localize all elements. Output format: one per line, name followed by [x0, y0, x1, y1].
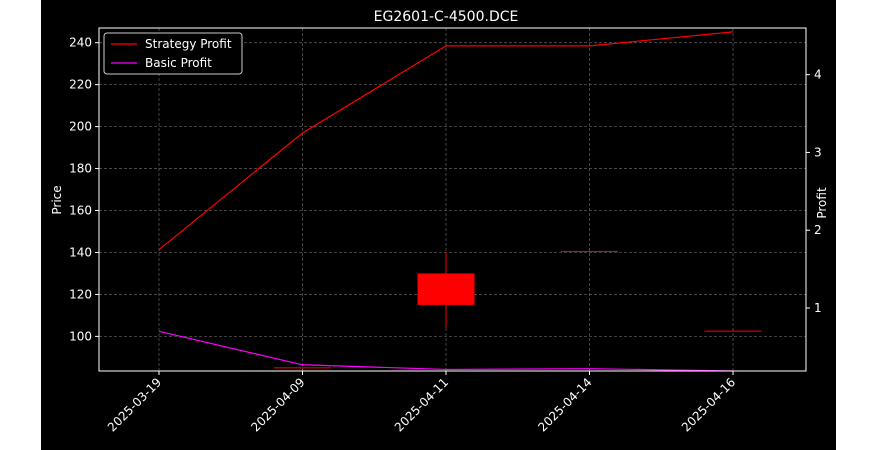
legend-label-basic-profit: Basic Profit: [145, 56, 212, 70]
y-left-tick-label: 220: [69, 78, 92, 92]
y-axis-label-left: Price: [50, 185, 64, 214]
y-right-tick-label: 1: [814, 301, 822, 315]
chart-title: EG2601-C-4500.DCE: [374, 9, 519, 25]
series-line-strategy-profit: [158, 31, 734, 251]
x-tick-label: 2025-04-09: [248, 375, 307, 434]
series-line-basic-profit: [158, 330, 734, 372]
y-right-tick-label: 4: [814, 68, 822, 82]
candle-body: [417, 273, 475, 305]
chart-svg: 2025-03-19 2025-04-09 2025-04-11 2025-04-14…: [50, 9, 829, 435]
y-left-tick-label: 120: [69, 287, 92, 301]
candle-body: [274, 367, 331, 369]
x-tick-label: 2025-04-16: [679, 375, 738, 434]
chart-figure: 2025-03-19 2025-04-09 2025-04-11 2025-04-14…: [41, 0, 836, 450]
legend-label-strategy-profit: Strategy Profit: [145, 37, 232, 51]
y-right-tick-label: 2: [814, 223, 822, 237]
legend-box: [103, 32, 243, 75]
legend: Strategy Profit Basic Profit: [103, 32, 243, 75]
y-left-tick-label: 180: [69, 162, 92, 176]
y-left-tick-label: 200: [69, 120, 92, 134]
axis-layer: 2025-03-19 2025-04-09 2025-04-11 2025-04-14…: [69, 36, 822, 435]
x-tick-label: 2025-04-11: [392, 375, 451, 434]
candle-body: [561, 250, 618, 252]
grid-layer: [99, 28, 806, 371]
y-axis-label-right: Profit: [815, 187, 829, 219]
plot-frame: [98, 27, 807, 372]
candle-layer: [274, 250, 762, 369]
y-left-tick-label: 240: [69, 36, 92, 50]
y-left-tick-label: 100: [69, 329, 92, 343]
x-tick-label: 2025-03-19: [105, 375, 164, 434]
x-tick-label: 2025-04-14: [535, 375, 594, 434]
y-left-tick-label: 160: [69, 204, 92, 218]
y-right-tick-label: 3: [814, 145, 822, 159]
y-left-tick-label: 140: [69, 245, 92, 259]
candle-body: [704, 330, 762, 332]
line-layer: [158, 31, 734, 372]
